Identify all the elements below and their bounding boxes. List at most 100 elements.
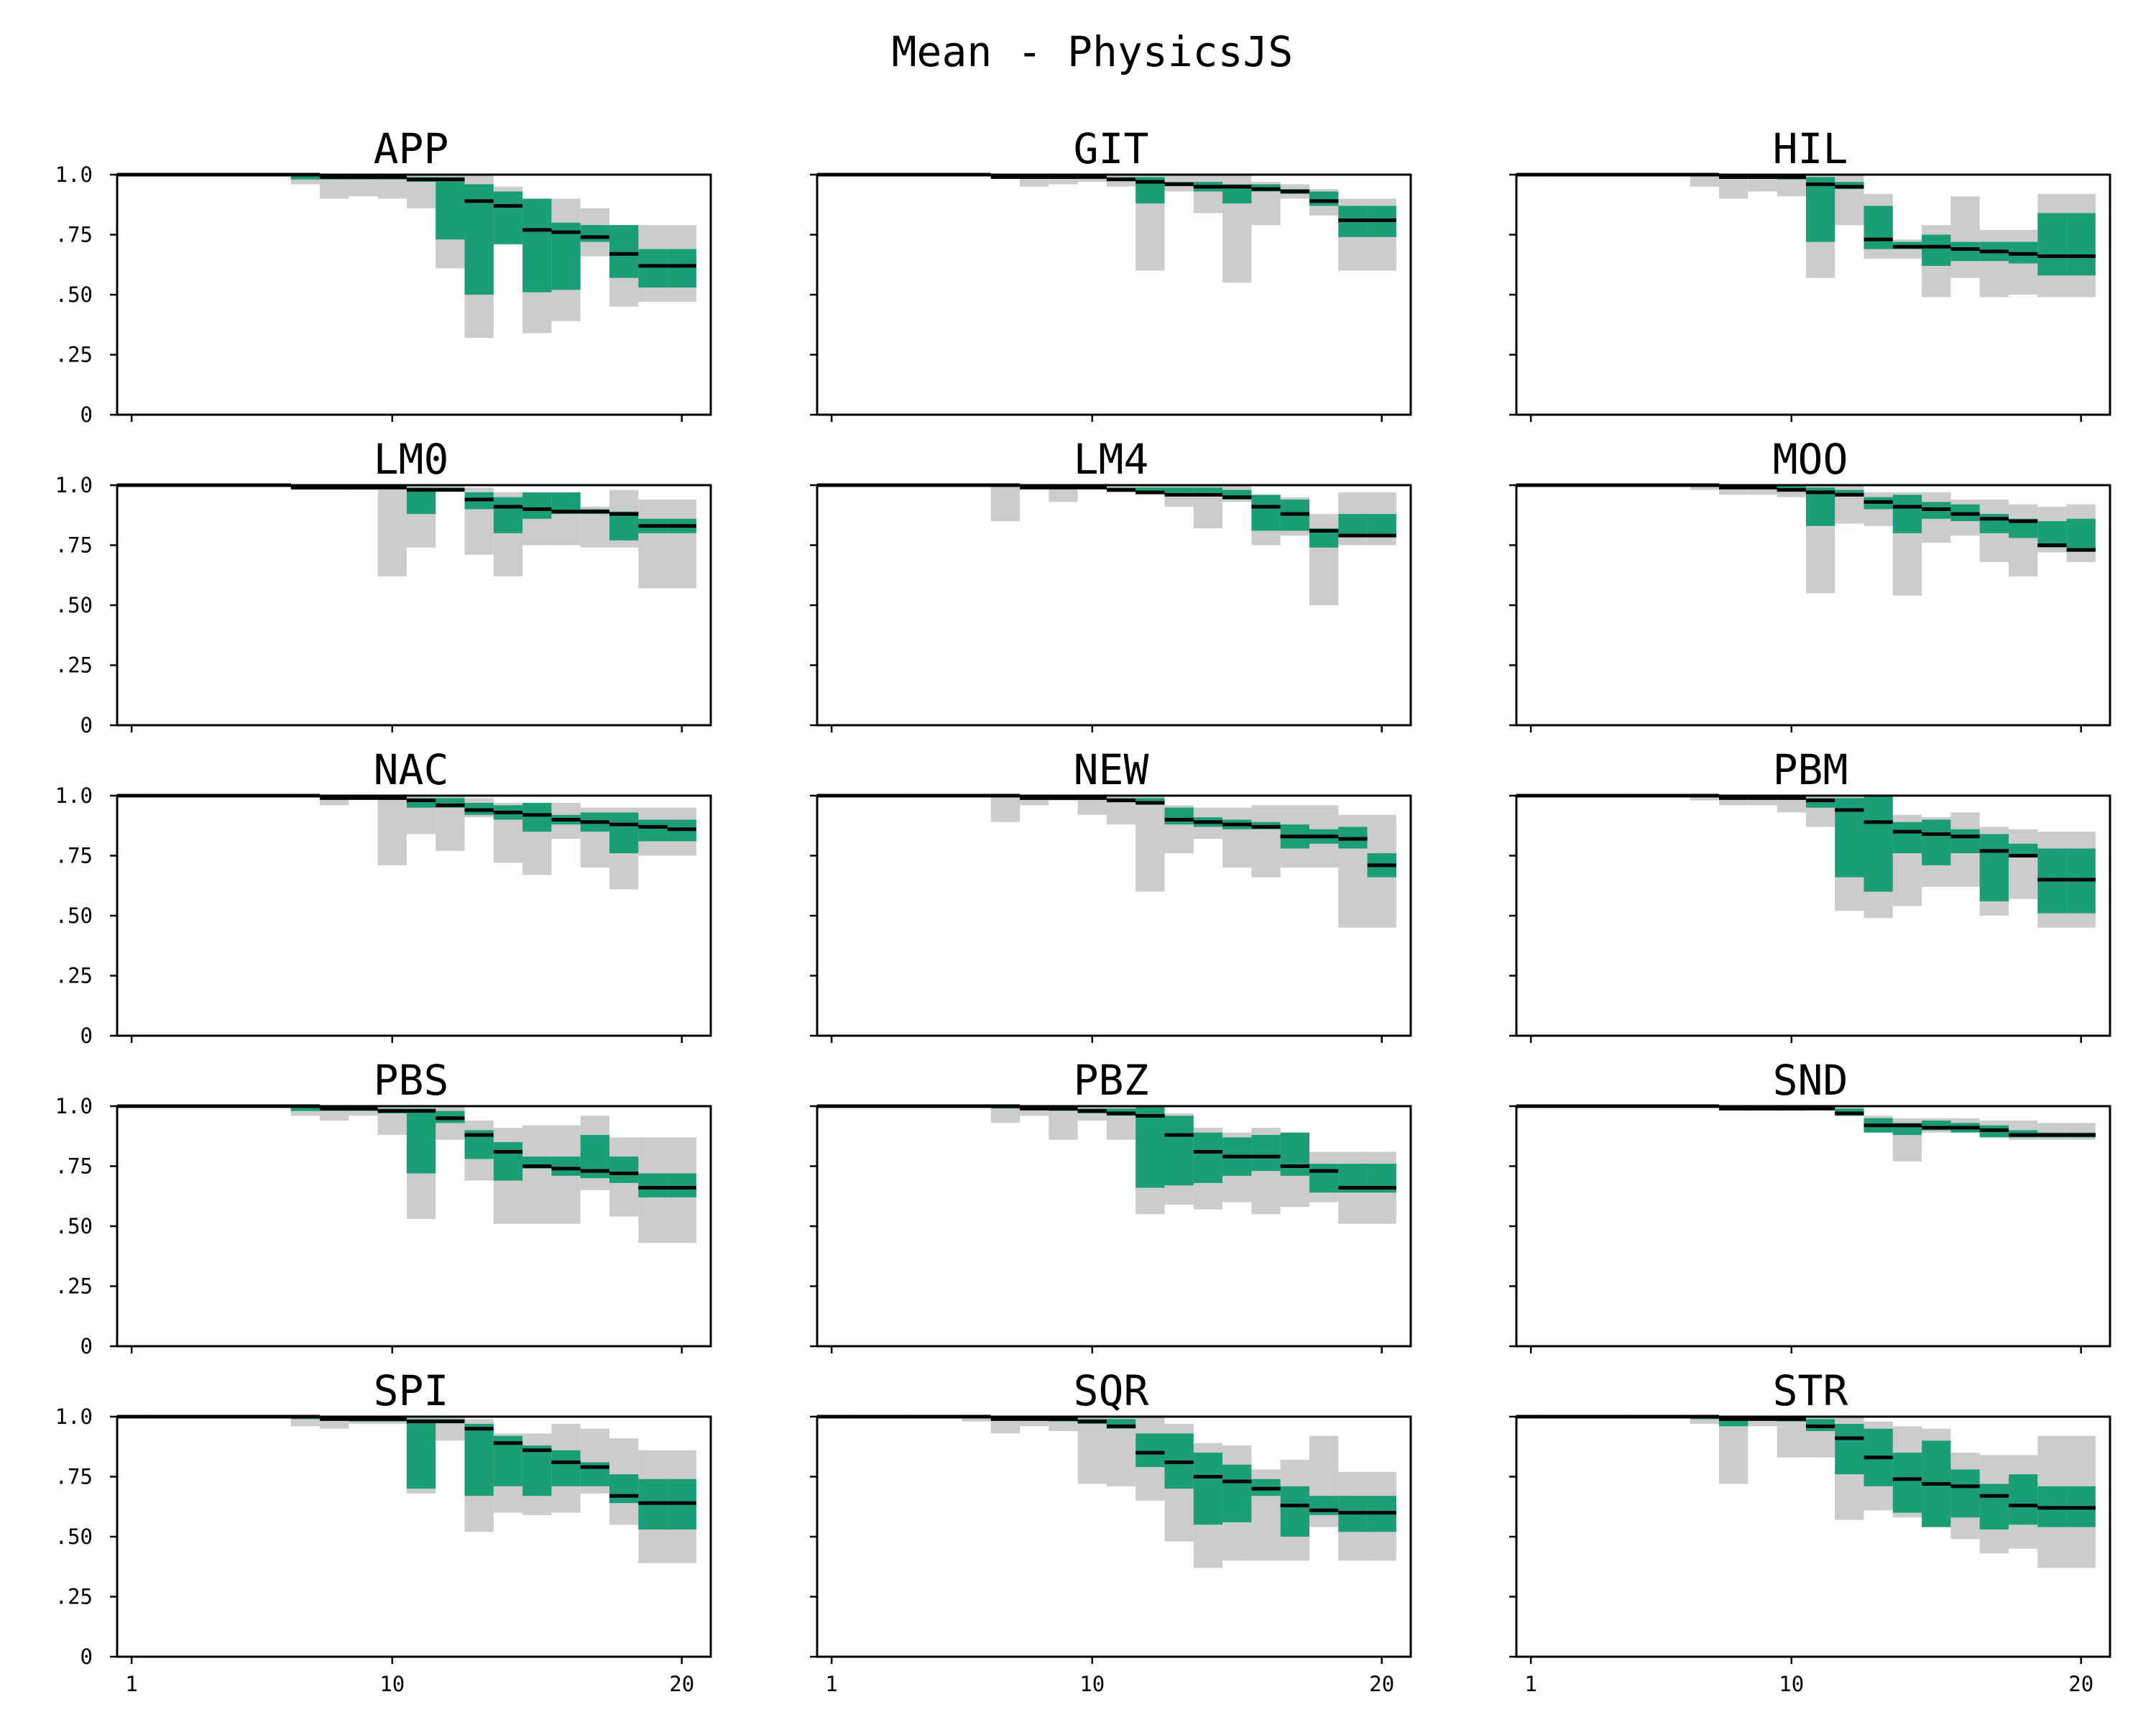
outer-band-7 [1690, 175, 1720, 187]
y-tick-label: .50 [55, 903, 93, 928]
inner-band-13 [464, 1424, 494, 1496]
inner-band-17 [1979, 1484, 2009, 1530]
panel-pbm: PBM [1509, 745, 2111, 1043]
inner-band-17 [1280, 1486, 1309, 1537]
x-tick-label: 10 [1779, 1672, 1804, 1696]
inner-band-11 [1805, 177, 1835, 242]
inner-band-15 [522, 1445, 552, 1496]
inner-band-12 [436, 177, 465, 240]
inner-band-14 [1193, 1132, 1223, 1183]
outer-band-7 [990, 485, 1021, 522]
inner-band-18 [2008, 1474, 2038, 1525]
inner-band-15 [1922, 234, 1951, 266]
panel-title: NEW [1074, 745, 1149, 794]
panel-title: HIL [1773, 124, 1848, 173]
panel-title: PBM [1773, 745, 1848, 794]
panel-hil: HIL [1509, 124, 2111, 422]
inner-band-16 [1950, 829, 1980, 854]
inner-band-10 [1777, 485, 1806, 490]
outer-band-7 [990, 1417, 1021, 1434]
inner-band-7 [290, 1106, 321, 1111]
outer-band-15 [522, 1125, 552, 1224]
inner-band-13 [1164, 807, 1194, 825]
inner-band-14 [493, 191, 523, 244]
inner-band-12 [1135, 1433, 1165, 1468]
x-tick-label: 10 [379, 1672, 405, 1696]
inner-band-11 [406, 1419, 436, 1489]
panel-moo: MOO [1509, 435, 2111, 732]
panel-title: MOO [1773, 435, 1848, 484]
panel-title: GIT [1074, 124, 1149, 173]
panel-lm0: LM0 0 .25 .50 .75 1.0 [55, 435, 712, 737]
x-tick-label: 1 [125, 1672, 137, 1696]
inner-band-16 [1251, 494, 1281, 531]
x-tick-label: 20 [2068, 1672, 2093, 1696]
inner-band-17 [1280, 1132, 1309, 1176]
inner-band-20 [2066, 518, 2096, 551]
outer-band-7 [1690, 796, 1720, 801]
outer-band-14 [1193, 175, 1223, 213]
y-tick-label: 0 [80, 1024, 93, 1048]
outer-band-19 [638, 500, 668, 589]
panel-str: STR 1 10 20 [1509, 1366, 2111, 1696]
y-tick-label: .75 [55, 1154, 93, 1179]
inner-band-17 [580, 225, 609, 242]
inner-band-16 [551, 1156, 581, 1176]
outer-band-15 [1222, 807, 1252, 868]
panel-lm4: LM4 [810, 435, 1412, 732]
inner-band-12 [1135, 1106, 1165, 1188]
inner-band-14 [1193, 487, 1223, 495]
inner-band-19 [638, 249, 668, 288]
inner-band-18 [1309, 1164, 1339, 1193]
inner-band-17 [1979, 834, 2009, 901]
inner-band-15 [1222, 1464, 1252, 1522]
outer-band-7 [1690, 1417, 1720, 1425]
inner-band-14 [1892, 1453, 1922, 1513]
panel-title: SND [1773, 1056, 1848, 1105]
outer-band-9 [1049, 1106, 1078, 1140]
y-tick-label: .25 [55, 1585, 93, 1609]
inner-band-18 [609, 511, 639, 540]
y-tick-label: 1.0 [55, 783, 93, 808]
panel-title: PBS [374, 1056, 449, 1105]
inner-band-19 [1338, 514, 1368, 536]
inner-band-14 [1193, 1453, 1223, 1525]
inner-band-12 [1135, 798, 1165, 804]
axes-frame [816, 1105, 1412, 1348]
panel-title: NAC [374, 745, 449, 794]
inner-band-7 [290, 175, 321, 180]
y-tick-label: .50 [55, 1524, 93, 1549]
outer-band-8 [1719, 1417, 1749, 1484]
outer-band-7 [990, 796, 1021, 822]
inner-band-12 [1835, 489, 1864, 495]
x-tick-label: 1 [1524, 1672, 1537, 1696]
inner-band-20 [667, 249, 696, 288]
inner-band-17 [1979, 514, 2009, 533]
inner-band-16 [1251, 1135, 1281, 1172]
outer-band-7 [1690, 485, 1720, 490]
inner-band-13 [1864, 206, 1893, 249]
panel-spi: SPI 0 .25 .50 .75 1.0 1 10 20 [55, 1366, 712, 1696]
outer-band-9 [1049, 485, 1078, 502]
inner-band-13 [1164, 1116, 1194, 1186]
outer-band-12 [1135, 796, 1165, 892]
outer-band-18 [2008, 829, 2038, 899]
panel-new: NEW [810, 745, 1412, 1043]
outer-band-10 [1777, 1417, 1806, 1458]
y-tick-label: 0 [80, 713, 93, 737]
y-tick-label: 0 [80, 1334, 93, 1358]
y-tick-label: .25 [55, 653, 93, 678]
y-tick-label: 1.0 [55, 473, 93, 497]
panel-snd: SND [1509, 1056, 2111, 1353]
panel-title: PBZ [1074, 1056, 1149, 1105]
y-tick-label: 1.0 [55, 162, 93, 187]
inner-band-19 [2037, 213, 2067, 276]
outer-band-18 [1309, 514, 1339, 605]
y-tick-label: .75 [55, 1465, 93, 1489]
y-tick-label: 1.0 [55, 1404, 93, 1429]
inner-band-14 [493, 497, 523, 533]
y-tick-label: .50 [55, 282, 93, 307]
outer-band-12 [436, 485, 465, 490]
inner-band-19 [2037, 521, 2067, 548]
